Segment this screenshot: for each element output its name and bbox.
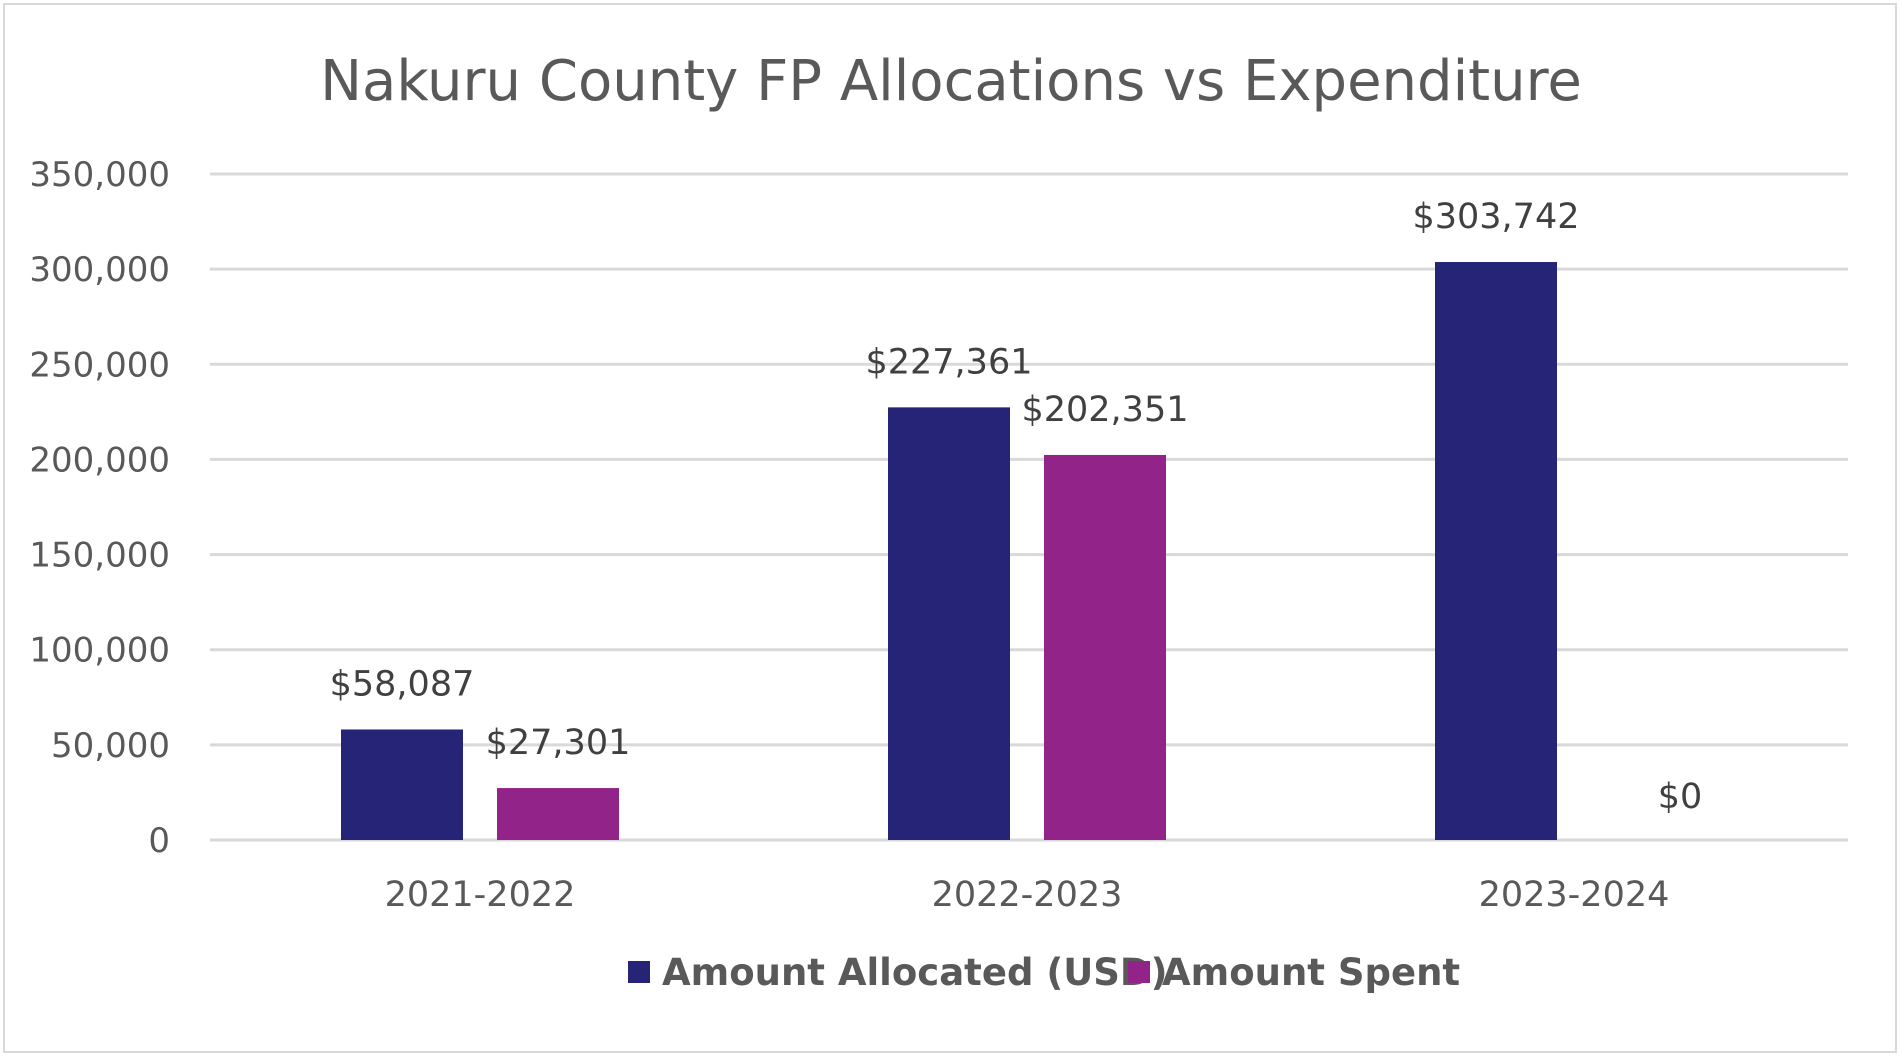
legend-label: Amount Allocated (USD): [662, 951, 1168, 994]
data-label: $202,351: [1021, 390, 1188, 430]
legend: Amount Allocated (USD)Amount Spent: [628, 951, 1460, 994]
x-category-label: 2022-2023: [932, 875, 1123, 915]
data-label: $27,301: [486, 723, 631, 763]
data-label: $227,361: [865, 342, 1032, 382]
data-label: $0: [1658, 777, 1703, 817]
bar-allocated: [341, 729, 463, 840]
y-tick-label: 300,000: [29, 250, 170, 290]
x-axis-category-labels: 2021-2022 2022-2023 2023-2024: [385, 875, 1670, 915]
bar-spent: [1044, 454, 1166, 840]
data-label: $303,742: [1412, 197, 1579, 237]
x-category-label: 2023-2024: [1479, 875, 1670, 915]
legend-item: Amount Spent: [1128, 951, 1460, 994]
y-tick-label: 0: [148, 821, 170, 861]
y-tick-label: 50,000: [51, 726, 170, 766]
bar-allocated: [888, 407, 1010, 840]
data-labels: $58,087 $227,361 $303,742 $27,301 $202,351 $0: [330, 197, 1703, 817]
bar-spent: [497, 788, 619, 840]
y-axis-tick-labels: 0 50,000 100,000 150,000 200,000 250,000 300,0…: [29, 155, 170, 861]
data-label: $58,087: [330, 664, 475, 704]
gridlines: [210, 172, 1848, 842]
legend-swatch: [1128, 961, 1150, 983]
y-tick-label: 100,000: [29, 631, 170, 671]
y-tick-label: 200,000: [29, 440, 170, 480]
bar-allocated: [1435, 262, 1557, 841]
bars: [341, 262, 1557, 841]
y-tick-label: 150,000: [29, 536, 170, 576]
legend-label: Amount Spent: [1162, 951, 1460, 994]
chart-title: Nakuru County FP Allocations vs Expendit…: [320, 49, 1582, 114]
x-category-label: 2021-2022: [385, 875, 576, 915]
y-tick-label: 250,000: [29, 345, 170, 385]
y-tick-label: 350,000: [29, 155, 170, 195]
legend-item: Amount Allocated (USD): [628, 951, 1168, 994]
legend-swatch: [628, 961, 650, 983]
